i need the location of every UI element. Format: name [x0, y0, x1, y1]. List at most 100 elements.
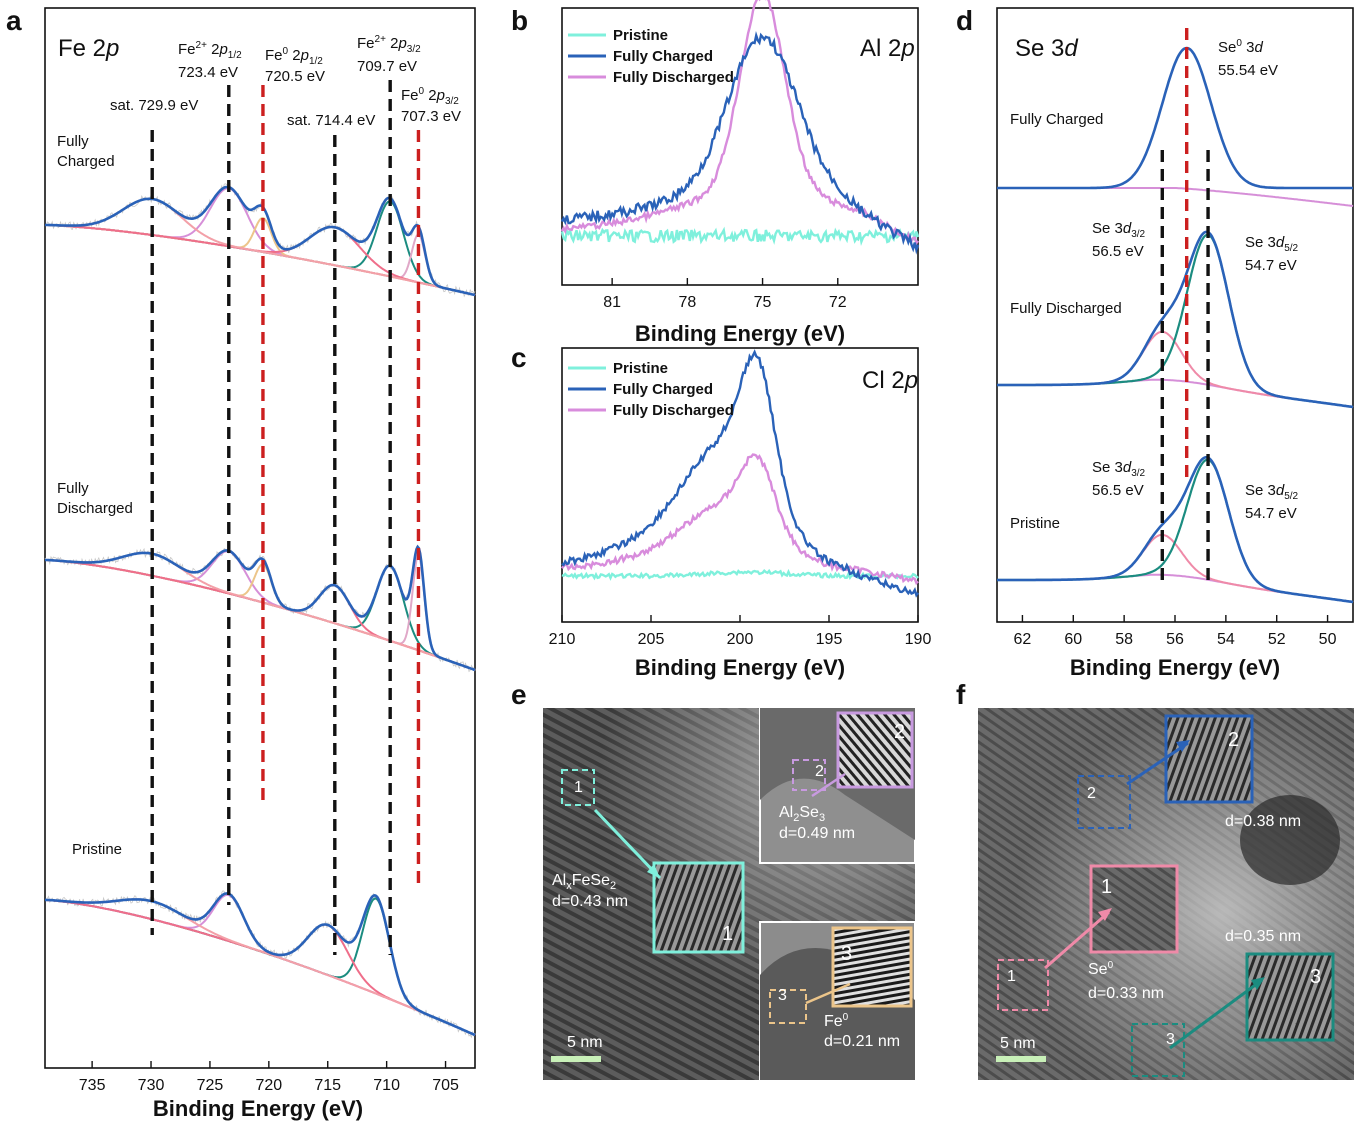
- panel-d-spectra: [997, 46, 1354, 604]
- d-annot-3d32-pristine-value: 56.5 eV: [1092, 482, 1144, 499]
- f-arrow-2-head: [1176, 740, 1190, 752]
- a-discharged-envelope: [45, 544, 476, 672]
- panel-e-tem: 1 1 2 2 3 3 AlxFeSe2 d=0.43 nm Al2Se3 d=…: [543, 707, 916, 1081]
- e-label-alxfese2-dspacing: d=0.43 nm: [552, 893, 628, 910]
- e-box2-small: [792, 759, 826, 791]
- f-box3-large-label: 3: [1310, 966, 1321, 988]
- f-box2-small: [1077, 775, 1131, 829]
- a-label-fully-charged-1: Fully: [57, 133, 89, 150]
- a-ticklabel-725: 725: [197, 1077, 224, 1094]
- c-series-discharged: [561, 453, 919, 586]
- panel-a-x-ticks: 735 730 725 720 715 710 705: [79, 1061, 459, 1094]
- a-pristine-component-1: [45, 893, 476, 1036]
- d-annot-se0-value: 55.54 eV: [1218, 62, 1278, 79]
- d-ticklabel-60: 60: [1064, 631, 1082, 648]
- d-annot-se0: Se0 3d: [1218, 38, 1263, 56]
- d-ticklabel-52: 52: [1268, 631, 1286, 648]
- b-series-charged: [560, 30, 920, 255]
- c-ticklabel-210: 210: [549, 631, 576, 648]
- a-pristine-component-3: [45, 898, 476, 1036]
- f-box1-small-label: 1: [1007, 968, 1016, 985]
- d-charged-background: [997, 187, 1354, 207]
- f-label-d033: d=0.33 nm: [1088, 985, 1164, 1002]
- d-annot-3d52-discharged: Se 3d5/2: [1245, 234, 1299, 254]
- d-pristine-envelope: [997, 456, 1354, 604]
- e-arrow-1-head: [647, 864, 660, 878]
- d-annot-3d32-discharged-value: 56.5 eV: [1092, 243, 1144, 260]
- panel-a-frame: [44, 7, 476, 1069]
- f-scalebar: [996, 1056, 1046, 1062]
- a-annot-723-value: 723.4 eV: [178, 64, 238, 81]
- panel-b-title: Al 2p: [860, 35, 915, 62]
- d-ticklabel-62: 62: [1014, 631, 1032, 648]
- f-box1-large: [1089, 864, 1179, 954]
- f-box2-large: [1164, 714, 1254, 804]
- d-annot-3d52-pristine: Se 3d5/2: [1245, 482, 1299, 502]
- panel-d-se3d: Se 3d Fully Charged Fully Discharged Pri…: [996, 7, 1354, 680]
- panel-b-frame: [561, 7, 919, 286]
- e-arrow-3: [805, 982, 851, 1005]
- panel-d-peak-markers: [1160, 28, 1210, 587]
- panel-b-legend: Pristine Fully Charged Fully Discharged: [568, 27, 734, 86]
- a-annot-fe2-2p32: Fe2+ 2p3/2: [357, 34, 421, 55]
- a-label-pristine: Pristine: [72, 841, 122, 858]
- e-arrow-1: [593, 808, 662, 880]
- a-ticklabel-735: 735: [79, 1077, 106, 1094]
- a-annot-720-value: 720.5 eV: [265, 68, 325, 85]
- b-legend-pristine: Pristine: [613, 27, 668, 44]
- f-arrow-3-head: [1251, 977, 1265, 990]
- a-charged-envelope: [45, 185, 476, 297]
- b-ticklabel-75: 75: [754, 294, 772, 311]
- panel-c-title: Cl 2p: [862, 367, 918, 394]
- d-annot-3d32-pristine: Se 3d3/2: [1092, 459, 1146, 479]
- panel-c-legend: Pristine Fully Charged Fully Discharged: [568, 360, 734, 419]
- a-label-fully-discharged-1: Fully: [57, 480, 89, 497]
- e-box1-small-label: 1: [574, 779, 583, 796]
- c-ticklabel-200: 200: [727, 631, 754, 648]
- d-ticklabel-50: 50: [1319, 631, 1337, 648]
- panel-d-x-ticks: 62 60 58 56 54 52 50: [1014, 615, 1337, 648]
- b-legend-charged: Fully Charged: [613, 48, 713, 65]
- a-annot-sat-729: sat. 729.9 eV: [110, 97, 198, 114]
- a-charged-component-1: [45, 224, 476, 296]
- e-box3-small: [769, 989, 807, 1024]
- e-box2-large: [836, 711, 914, 789]
- panel-d-title: Se 3d: [1015, 35, 1078, 62]
- panel-c-x-ticks: 210 205 200 195 190: [549, 615, 932, 648]
- d-annot-3d52-pristine-value: 54.7 eV: [1245, 505, 1297, 522]
- e-box1-large-label: 1: [722, 923, 733, 945]
- panel-label-f: f: [956, 679, 966, 710]
- panel-label-e: e: [511, 679, 527, 710]
- d-label-fully-charged: Fully Charged: [1010, 111, 1103, 128]
- a-pristine-envelope: [45, 892, 476, 1037]
- panel-c-cl2p: Pristine Fully Charged Fully Discharged …: [549, 347, 932, 680]
- panel-b-al2p: Pristine Fully Charged Fully Discharged …: [560, 0, 920, 346]
- panel-b-xlabel: Binding Energy (eV): [635, 321, 845, 346]
- d-discharged-envelope: [997, 230, 1354, 409]
- e-box3-large-label: 3: [841, 943, 852, 965]
- a-ticklabel-705: 705: [432, 1077, 459, 1094]
- e-scalebar: [551, 1056, 601, 1062]
- panel-f-tem: 2 2 1 1 3 3 d=0.38 nm d=0.35 nm Se0 d=0.…: [978, 708, 1354, 1080]
- f-box2-large-label: 2: [1228, 729, 1239, 751]
- panel-b-series: [560, 0, 920, 255]
- f-arrow-1: [1044, 910, 1110, 970]
- panel-a-spectra: [44, 182, 476, 1039]
- c-legend-discharged: Fully Discharged: [613, 402, 734, 419]
- panel-label-d: d: [956, 5, 973, 36]
- f-label-d035: d=0.35 nm: [1225, 928, 1301, 945]
- panel-label-b: b: [511, 5, 528, 36]
- a-pristine-background: [45, 899, 476, 1036]
- d-annot-3d52-discharged-value: 54.7 eV: [1245, 257, 1297, 274]
- d-charged-envelope: [997, 46, 1353, 190]
- panel-a-title: Fe 2p: [58, 35, 119, 62]
- panel-label-c: c: [511, 342, 527, 373]
- a-pristine-component-2: [45, 899, 476, 1036]
- a-ticklabel-730: 730: [138, 1077, 165, 1094]
- d-label-pristine: Pristine: [1010, 515, 1060, 532]
- c-ticklabel-205: 205: [638, 631, 665, 648]
- c-ticklabel-190: 190: [905, 631, 932, 648]
- d-pristine-3d32: [997, 533, 1354, 603]
- a-charged-raw: [44, 182, 476, 298]
